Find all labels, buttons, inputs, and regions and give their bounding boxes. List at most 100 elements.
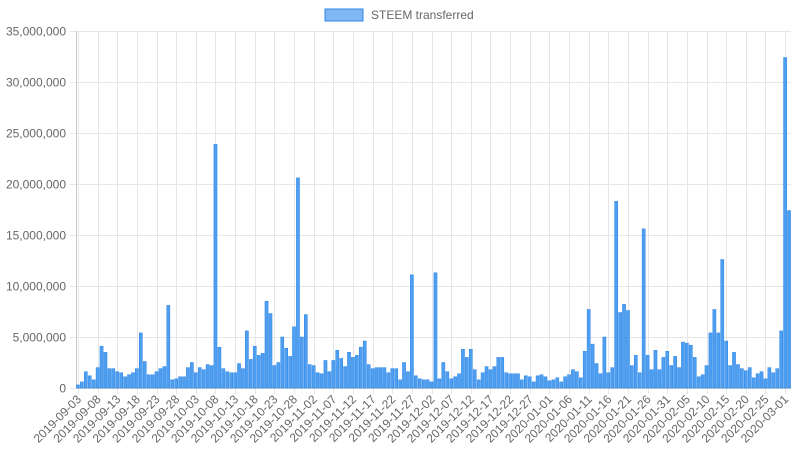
bar[interactable] xyxy=(712,309,717,389)
bar[interactable] xyxy=(221,368,226,389)
bar[interactable] xyxy=(84,371,88,389)
bar[interactable] xyxy=(665,351,670,389)
bar[interactable] xyxy=(500,357,505,389)
bar[interactable] xyxy=(315,372,320,389)
bar[interactable] xyxy=(692,357,697,389)
bar[interactable] xyxy=(716,332,721,389)
bar[interactable] xyxy=(433,272,438,389)
bar[interactable] xyxy=(606,372,611,389)
bar[interactable] xyxy=(445,371,450,389)
bar[interactable] xyxy=(182,376,186,389)
bar[interactable] xyxy=(720,259,725,389)
bar[interactable] xyxy=(307,364,312,389)
bar[interactable] xyxy=(359,346,363,389)
bar[interactable] xyxy=(225,371,230,389)
bar[interactable] xyxy=(339,358,343,389)
bar[interactable] xyxy=(150,374,155,389)
bar[interactable] xyxy=(91,379,96,389)
bar[interactable] xyxy=(437,378,442,389)
bar[interactable] xyxy=(158,368,163,389)
bar[interactable] xyxy=(610,367,615,389)
bar[interactable] xyxy=(347,352,351,389)
bar[interactable] xyxy=(386,372,391,389)
bar[interactable] xyxy=(771,372,776,389)
bar[interactable] xyxy=(543,376,548,389)
bar[interactable] xyxy=(661,357,666,389)
bar[interactable] xyxy=(488,369,493,389)
bar[interactable] xyxy=(410,274,414,389)
bar[interactable] xyxy=(135,368,139,389)
bar[interactable] xyxy=(374,367,379,389)
bar[interactable] xyxy=(245,330,249,389)
bar[interactable] xyxy=(252,345,257,389)
bar[interactable] xyxy=(382,367,387,389)
bar[interactable] xyxy=(696,376,701,389)
bar[interactable] xyxy=(362,340,367,389)
bar[interactable] xyxy=(417,378,422,389)
bar[interactable] xyxy=(99,345,104,389)
bar[interactable] xyxy=(547,380,552,389)
bar[interactable] xyxy=(783,57,787,389)
bar[interactable] xyxy=(641,228,646,389)
bar[interactable] xyxy=(190,362,194,389)
bar[interactable] xyxy=(292,326,296,389)
bar[interactable] xyxy=(366,364,371,389)
bar[interactable] xyxy=(209,365,214,389)
bar[interactable] xyxy=(394,368,398,389)
bar[interactable] xyxy=(327,371,332,389)
bar[interactable] xyxy=(626,310,630,389)
bar[interactable] xyxy=(119,372,124,389)
bar[interactable] xyxy=(469,348,473,389)
bar[interactable] xyxy=(76,384,80,389)
bar[interactable] xyxy=(637,372,642,389)
bar[interactable] xyxy=(618,312,622,389)
bar[interactable] xyxy=(264,301,269,389)
bar[interactable] xyxy=(744,370,748,389)
bar[interactable] xyxy=(162,366,167,389)
bar[interactable] xyxy=(736,364,740,389)
bar[interactable] xyxy=(449,378,453,389)
bar[interactable] xyxy=(457,373,461,389)
bar[interactable] xyxy=(139,332,143,389)
bar[interactable] xyxy=(504,372,508,389)
bar[interactable] xyxy=(237,363,241,389)
bar[interactable] xyxy=(402,362,406,389)
bar[interactable] xyxy=(724,340,728,389)
bar[interactable] xyxy=(567,374,571,389)
bar[interactable] xyxy=(763,378,768,389)
bar[interactable] xyxy=(429,381,434,389)
bar[interactable] xyxy=(414,375,418,389)
bar[interactable] xyxy=(272,365,277,389)
legend-label[interactable]: STEEM transferred xyxy=(371,8,474,22)
bar[interactable] xyxy=(480,372,485,389)
bar[interactable] xyxy=(398,379,402,389)
bar[interactable] xyxy=(535,375,540,389)
bar[interactable] xyxy=(87,375,92,389)
bar[interactable] xyxy=(598,373,603,389)
bar[interactable] xyxy=(103,352,108,389)
bar[interactable] xyxy=(759,371,764,389)
bar[interactable] xyxy=(311,365,316,389)
chart-legend[interactable]: STEEM transferred xyxy=(324,8,474,22)
bar[interactable] xyxy=(657,369,662,389)
bar[interactable] xyxy=(685,342,689,389)
bar[interactable] xyxy=(174,378,179,389)
bar[interactable] xyxy=(520,379,524,389)
bar[interactable] xyxy=(453,376,457,389)
bar[interactable] xyxy=(653,350,658,389)
bar[interactable] xyxy=(123,376,127,389)
bar[interactable] xyxy=(728,365,732,389)
bar[interactable] xyxy=(351,357,355,389)
bar[interactable] xyxy=(249,359,253,389)
bar[interactable] xyxy=(563,376,567,389)
bar[interactable] xyxy=(779,330,783,389)
bar[interactable] xyxy=(170,379,175,389)
bar[interactable] xyxy=(732,352,736,389)
bar[interactable] xyxy=(673,356,677,389)
bar[interactable] xyxy=(331,360,336,389)
bar[interactable] xyxy=(268,313,273,389)
bar[interactable] xyxy=(111,368,116,389)
bar[interactable] xyxy=(579,377,583,389)
bar[interactable] xyxy=(280,336,285,389)
bar[interactable] xyxy=(186,367,190,389)
